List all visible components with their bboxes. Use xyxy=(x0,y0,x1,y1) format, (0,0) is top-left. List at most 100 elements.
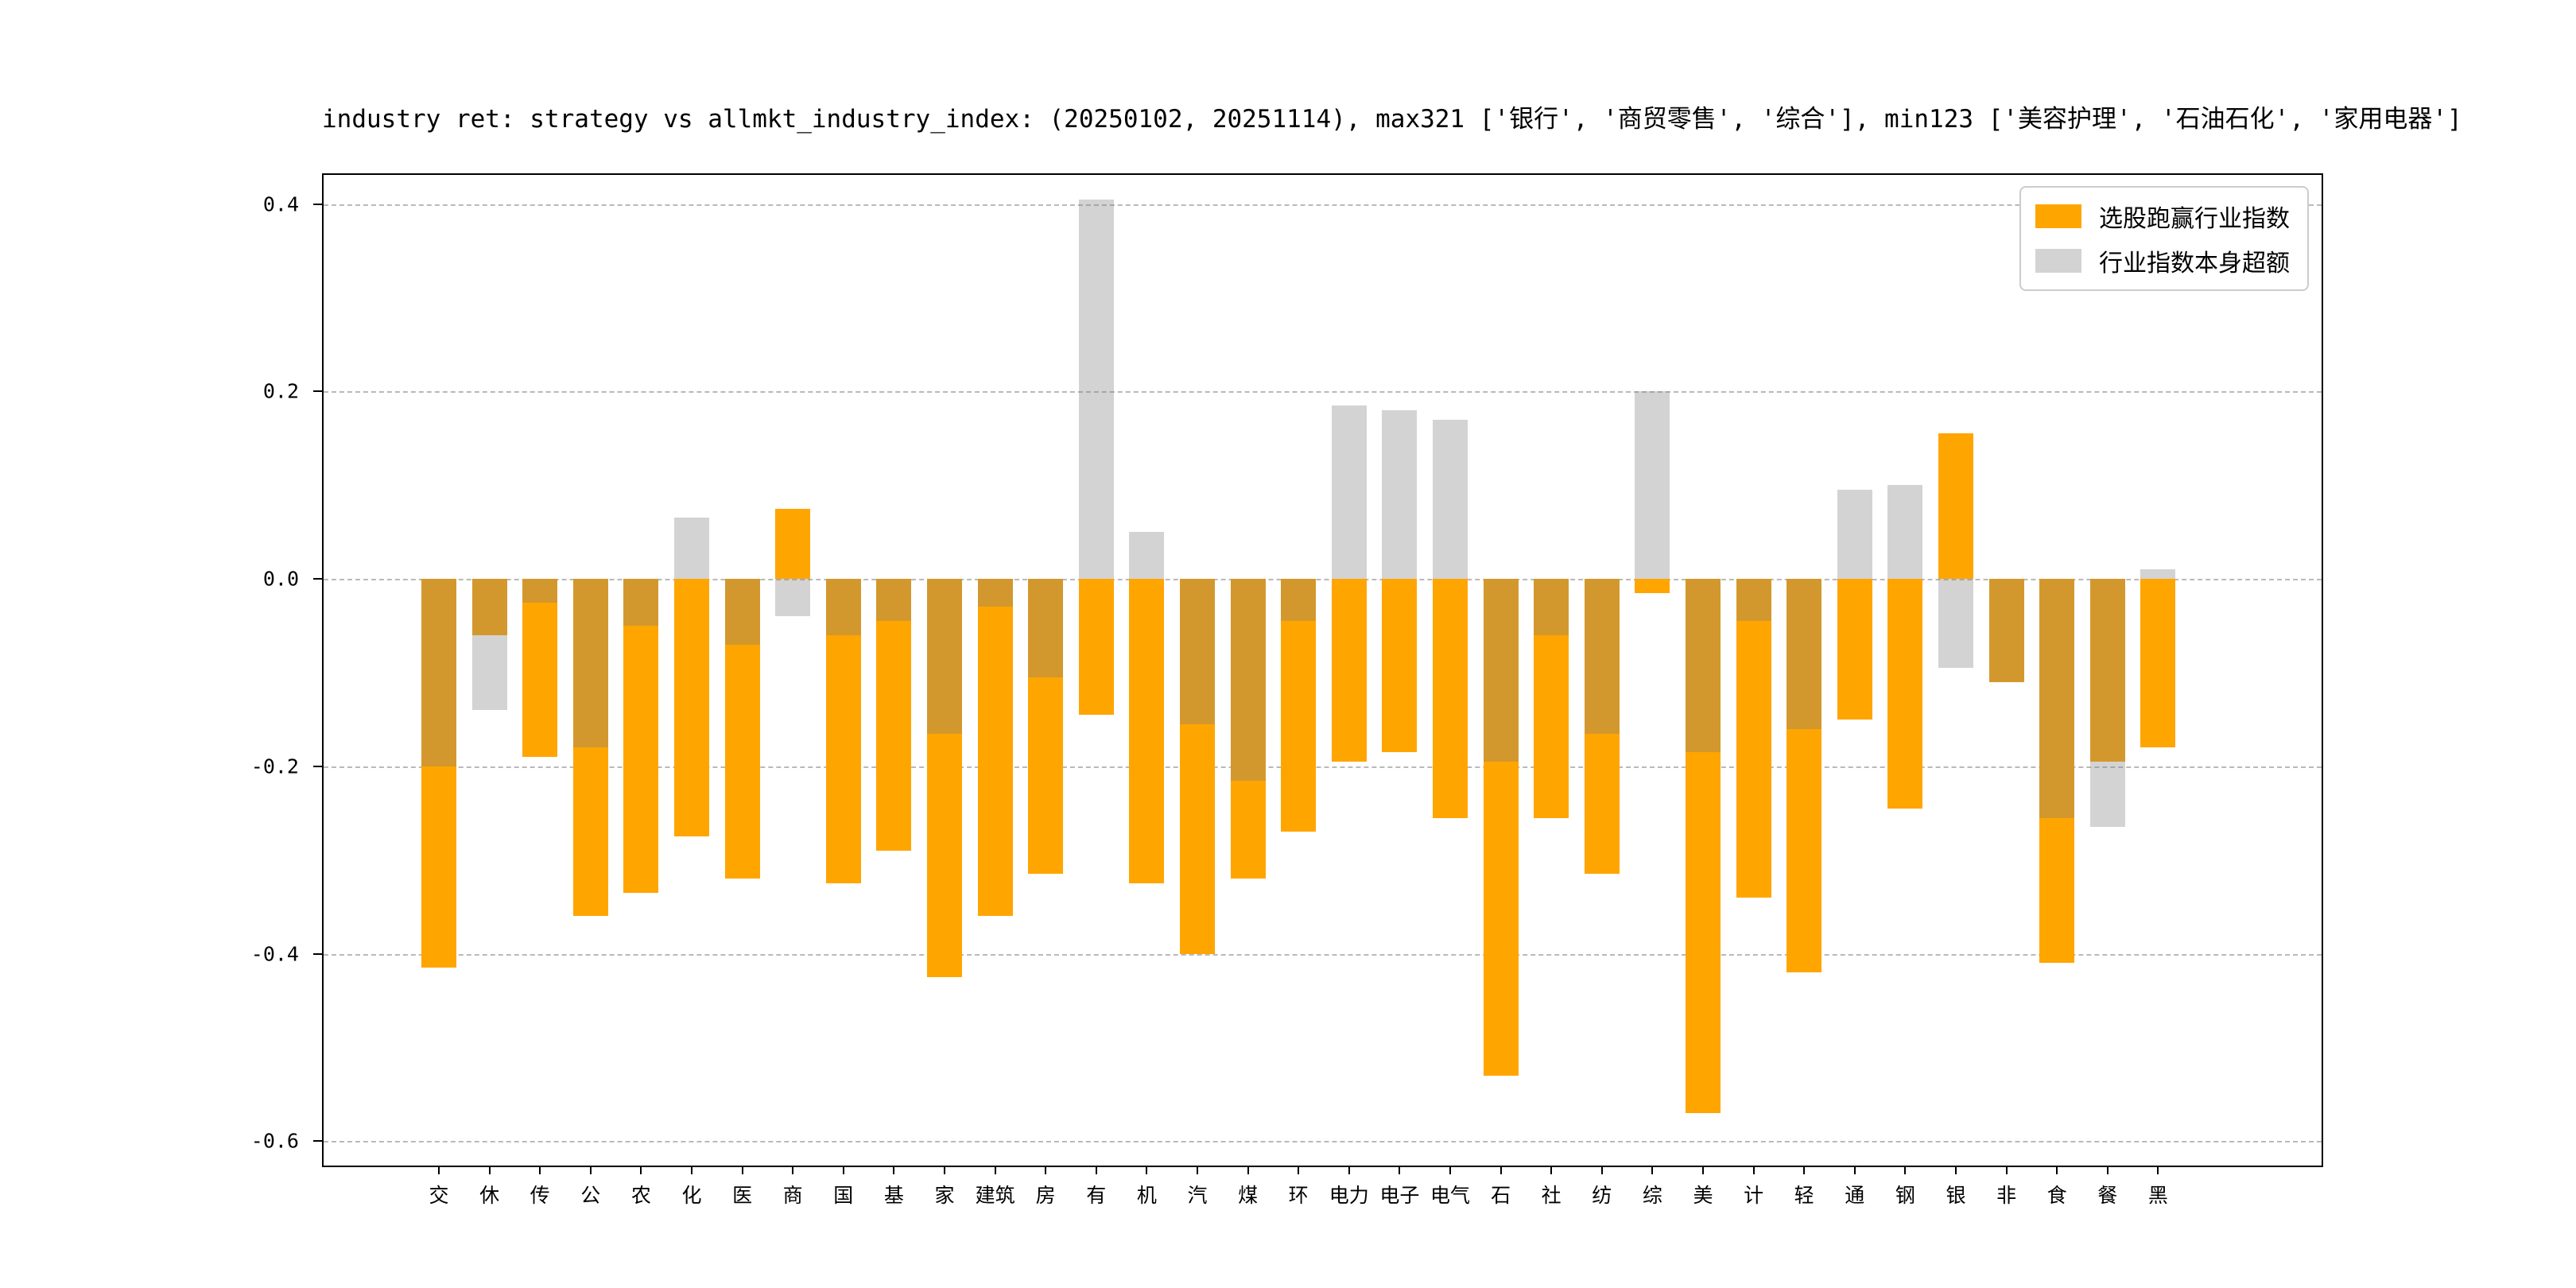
x-axis-tick-label-传: 传 xyxy=(530,1184,550,1207)
x-axis-tick-label-电子: 电子 xyxy=(1379,1184,1420,1207)
x-axis-tick-label-餐: 餐 xyxy=(2097,1184,2118,1207)
y-axis-tick-label--0.6: -0.6 xyxy=(250,1129,299,1153)
bar-industry-index-excess-美 xyxy=(1686,579,1721,753)
bar-industry-index-excess-机 xyxy=(1129,532,1165,580)
bar-strategy-vs-industry-钢 xyxy=(1887,579,1923,809)
bar-industry-index-excess-传 xyxy=(522,579,558,603)
bar-industry-index-excess-电气 xyxy=(1433,419,1468,580)
bar-strategy-vs-industry-化 xyxy=(674,579,709,837)
x-axis-tick-纺 xyxy=(1600,1166,1603,1174)
x-axis-tick-化 xyxy=(691,1166,692,1174)
x-axis-tick-label-房: 房 xyxy=(1035,1184,1056,1207)
x-axis-tick-计 xyxy=(1752,1166,1755,1174)
y-axis-tick--0.4 xyxy=(313,952,322,955)
bar-strategy-vs-industry-黑 xyxy=(2140,579,2176,748)
legend: 选股跑赢行业指数行业指数本身超额 xyxy=(2019,186,2309,291)
bar-industry-index-excess-电力 xyxy=(1331,405,1367,580)
bar-strategy-vs-industry-煤 xyxy=(1230,579,1266,879)
bar-industry-index-excess-电子 xyxy=(1382,409,1418,580)
legend-item-industry-index-excess: 行业指数本身超额 xyxy=(2035,243,2290,278)
x-axis-tick-传 xyxy=(539,1166,541,1174)
x-axis-tick-label-美: 美 xyxy=(1693,1184,1713,1207)
x-axis-tick-label-建筑: 建筑 xyxy=(975,1184,1015,1207)
plot-area: 0.4 0.2 0.0 -0.2 -0.4 -0.6 交 休 传 公 农 化 医 商 国 基 家建筑房 有 机 汽 煤 环… xyxy=(251,173,2323,1207)
x-axis-tick-label-社: 社 xyxy=(1541,1184,1562,1207)
bar-strategy-vs-industry-家 xyxy=(927,579,962,978)
bar-industry-index-excess-交 xyxy=(421,579,456,766)
bar-strategy-vs-industry-国 xyxy=(825,579,861,884)
bar-industry-index-excess-钢 xyxy=(1887,485,1923,580)
x-axis-tick-label-商: 商 xyxy=(782,1184,803,1207)
bar-industry-index-excess-汽 xyxy=(1180,579,1215,724)
x-axis-tick-轻 xyxy=(1803,1166,1806,1174)
legend-swatch-industry-index-excess xyxy=(2035,249,2081,273)
x-axis-tick-电子 xyxy=(1399,1166,1401,1174)
x-axis-tick-食 xyxy=(2056,1166,2058,1174)
bar-industry-index-excess-计 xyxy=(1736,579,1771,622)
x-axis-tick-label-计: 计 xyxy=(1744,1184,1764,1207)
x-axis-tick-电气 xyxy=(1449,1166,1451,1174)
gridline-0 xyxy=(324,579,2322,581)
y-axis-tick-0.2 xyxy=(313,390,322,393)
x-axis-tick-label-综: 综 xyxy=(1642,1184,1662,1207)
x-axis-tick-label-休: 休 xyxy=(479,1184,500,1207)
bar-strategy-vs-industry-综 xyxy=(1635,579,1670,593)
bar-strategy-vs-industry-机 xyxy=(1129,579,1165,884)
bar-strategy-vs-industry-交 xyxy=(421,579,456,968)
bar-strategy-vs-industry-房 xyxy=(1028,579,1064,875)
y-axis-tick-label-0.2: 0.2 xyxy=(262,379,299,403)
x-axis-tick-label-农: 农 xyxy=(630,1184,651,1207)
x-axis-tick-label-纺: 纺 xyxy=(1592,1184,1612,1207)
x-axis-tick-label-轻: 轻 xyxy=(1794,1184,1814,1207)
x-axis-tick-label-钢: 钢 xyxy=(1895,1184,1915,1207)
x-axis-tick-label-医: 医 xyxy=(732,1184,753,1207)
x-axis-tick-机 xyxy=(1146,1166,1148,1174)
bar-strategy-vs-industry-通 xyxy=(1837,579,1872,720)
y-axis-tick-label-0.4: 0.4 xyxy=(262,192,299,216)
bar-industry-index-excess-社 xyxy=(1534,579,1569,635)
x-axis-tick-国 xyxy=(842,1166,844,1174)
bar-strategy-vs-industry-基 xyxy=(876,579,912,851)
bar-strategy-vs-industry-银 xyxy=(1938,433,1973,580)
x-axis-tick-label-通: 通 xyxy=(1845,1184,1865,1207)
x-axis-tick-label-家: 家 xyxy=(934,1184,955,1207)
bar-strategy-vs-industry-非 xyxy=(1988,579,2024,682)
x-axis-tick-石 xyxy=(1499,1166,1502,1174)
y-axis-tick-label-0: 0.0 xyxy=(262,567,299,591)
gridline--0.2 xyxy=(324,766,2322,768)
bar-industry-index-excess-通 xyxy=(1837,490,1872,580)
x-axis-tick-商 xyxy=(792,1166,794,1174)
x-axis-tick-label-环: 环 xyxy=(1288,1184,1309,1207)
bar-strategy-vs-industry-社 xyxy=(1534,579,1569,818)
x-axis-tick-label-电气: 电气 xyxy=(1430,1184,1470,1207)
bar-strategy-vs-industry-医 xyxy=(724,579,760,879)
x-axis-tick-label-交: 交 xyxy=(429,1184,449,1207)
x-axis-tick-家 xyxy=(944,1166,945,1174)
x-axis-tick-美 xyxy=(1702,1166,1704,1174)
gridline-0.2 xyxy=(324,391,2322,394)
x-axis-tick-钢 xyxy=(1904,1166,1907,1174)
bar-industry-index-excess-公 xyxy=(572,579,608,748)
x-axis-tick-label-有: 有 xyxy=(1086,1184,1107,1207)
bar-strategy-vs-industry-石 xyxy=(1483,579,1519,1076)
bar-strategy-vs-industry-餐 xyxy=(2089,579,2125,762)
x-axis-tick-label-机: 机 xyxy=(1136,1184,1157,1207)
x-axis-tick-通 xyxy=(1853,1166,1856,1174)
bar-industry-index-excess-银 xyxy=(1938,579,1973,669)
x-axis-tick-休 xyxy=(488,1166,491,1174)
x-axis-tick-label-石: 石 xyxy=(1491,1184,1511,1207)
legend-label-strategy-vs-industry: 选股跑赢行业指数 xyxy=(2099,205,2290,233)
x-axis-tick-房 xyxy=(1045,1166,1047,1174)
x-axis-tick-社 xyxy=(1550,1166,1553,1174)
y-axis-tick-label--0.4: -0.4 xyxy=(250,942,299,966)
x-axis-tick-基 xyxy=(893,1166,895,1174)
bar-industry-index-excess-综 xyxy=(1635,391,1670,580)
x-axis-tick-非 xyxy=(2005,1166,2008,1174)
x-axis-tick-环 xyxy=(1298,1166,1300,1174)
bar-industry-index-excess-房 xyxy=(1028,579,1064,677)
bar-strategy-vs-industry-纺 xyxy=(1584,579,1620,875)
x-axis-tick-label-食: 食 xyxy=(2046,1184,2067,1207)
x-axis-tick-label-煤: 煤 xyxy=(1238,1184,1259,1207)
legend-item-strategy-vs-industry: 选股跑赢行业指数 xyxy=(2035,199,2290,234)
